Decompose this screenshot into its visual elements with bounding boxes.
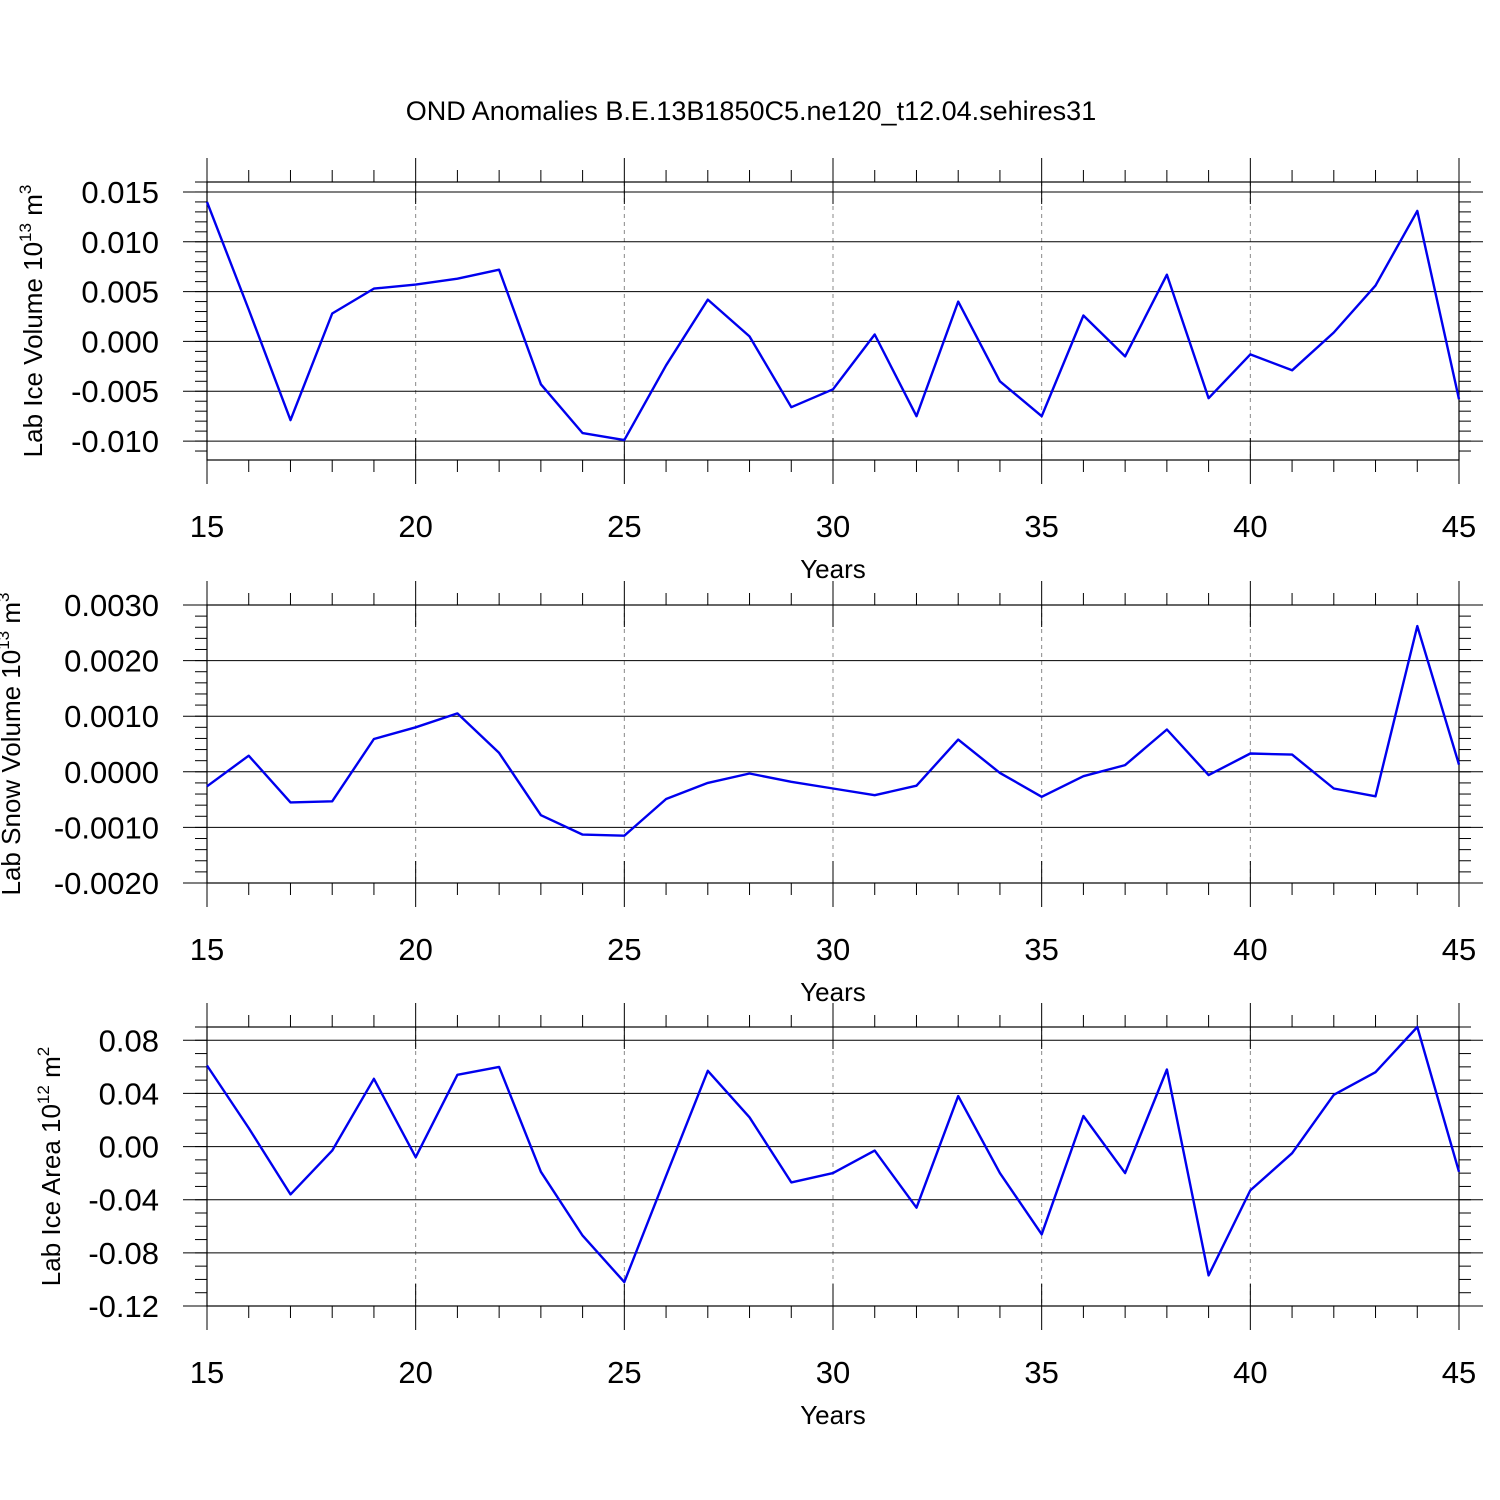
y-tick-label: -0.010	[71, 424, 159, 459]
x-tick-label: 20	[398, 932, 432, 967]
y-axis-label: Lab Snow Volume 1013 m3	[0, 592, 26, 895]
y-tick-label: 0.0020	[64, 644, 159, 679]
y-tick-label: -0.12	[88, 1289, 159, 1324]
x-tick-label: 20	[398, 509, 432, 544]
x-tick-label: 20	[398, 1355, 432, 1390]
y-axis-label-part: m	[0, 602, 26, 631]
y-axis-label-superscript: 2	[34, 1047, 53, 1056]
y-tick-label: 0.00	[99, 1130, 159, 1165]
x-tick-label: 25	[607, 1355, 641, 1390]
data-series-line	[205, 201, 1461, 442]
x-axis-label: Years	[800, 554, 866, 584]
x-axis-label: Years	[800, 977, 866, 1007]
y-axis-label-part: Lab Ice Volume 10	[18, 242, 48, 457]
y-tick-label: 0.04	[99, 1076, 159, 1111]
x-tick-label: 15	[190, 1355, 224, 1390]
x-tick-label: 25	[607, 932, 641, 967]
y-axis-label-part: Lab Ice Area 10	[36, 1104, 66, 1286]
data-series-line	[206, 624, 1461, 837]
y-axis-label-part: m	[36, 1056, 66, 1085]
x-tick-label: 40	[1233, 509, 1267, 544]
x-tick-label: 40	[1233, 1355, 1267, 1390]
panel-3: 15 20 25 30 35 40 45 Years 0.08 0.04 0.00 -0.04 -0.0…	[34, 1003, 1483, 1430]
panels-group: 15 20 25 30 35 40 45 Years 0.015 0.010 0.005 0.000 -…	[0, 158, 1483, 1430]
panel-2: 15 20 25 30 35 40 45 Years 0.0030 0.0020 0.0010 0.0…	[0, 581, 1483, 1007]
x-tick-label: 45	[1442, 1355, 1476, 1390]
y-axis-label-superscript: 12	[34, 1085, 53, 1104]
x-tick-label: 35	[1024, 932, 1058, 967]
y-axis-label-superscript: 13	[16, 223, 35, 242]
x-axis-label: Years	[800, 1400, 866, 1430]
y-tick-label: -0.08	[88, 1236, 159, 1271]
y-tick-label: -0.04	[88, 1183, 159, 1218]
y-axis-label-part: Lab Snow Volume 10	[0, 650, 26, 896]
y-axis-label-superscript: 3	[16, 185, 35, 194]
y-axis-label: Lab Ice Area 1012 m2	[34, 1047, 66, 1286]
y-tick-label: -0.005	[71, 374, 159, 409]
data-series-line	[206, 1025, 1461, 1284]
y-axis-label-superscript: 3	[0, 592, 13, 601]
chart-title: OND Anomalies B.E.13B1850C5.ne120_t12.04…	[406, 96, 1096, 126]
x-tick-label: 35	[1024, 509, 1058, 544]
x-tick-label: 30	[816, 1355, 850, 1390]
y-tick-label: -0.0020	[54, 866, 159, 901]
x-tick-label: 30	[816, 509, 850, 544]
x-tick-label: 45	[1442, 932, 1476, 967]
x-tick-label: 40	[1233, 932, 1267, 967]
y-axis-label-superscript: 13	[0, 631, 13, 650]
x-tick-label: 15	[190, 932, 224, 967]
y-tick-label: 0.0030	[64, 588, 159, 623]
y-tick-label: 0.0000	[64, 755, 159, 790]
x-tick-label: 25	[607, 509, 641, 544]
x-tick-label: 30	[816, 932, 850, 967]
y-tick-label: 0.08	[99, 1023, 159, 1058]
y-tick-label: 0.010	[81, 225, 159, 260]
y-tick-label: 0.005	[81, 275, 159, 310]
x-tick-label: 15	[190, 509, 224, 544]
x-tick-label: 35	[1024, 1355, 1058, 1390]
y-tick-label: 0.015	[81, 175, 159, 210]
y-tick-label: -0.0010	[54, 810, 159, 845]
y-tick-label: 0.0010	[64, 699, 159, 734]
y-axis-label: Lab Ice Volume 1013 m3	[16, 185, 48, 458]
y-tick-label: 0.000	[81, 324, 159, 359]
x-tick-label: 45	[1442, 509, 1476, 544]
panel-1: 15 20 25 30 35 40 45 Years 0.015 0.010 0.005 0.000 -…	[16, 158, 1483, 584]
y-axis-label-part: m	[18, 194, 48, 223]
